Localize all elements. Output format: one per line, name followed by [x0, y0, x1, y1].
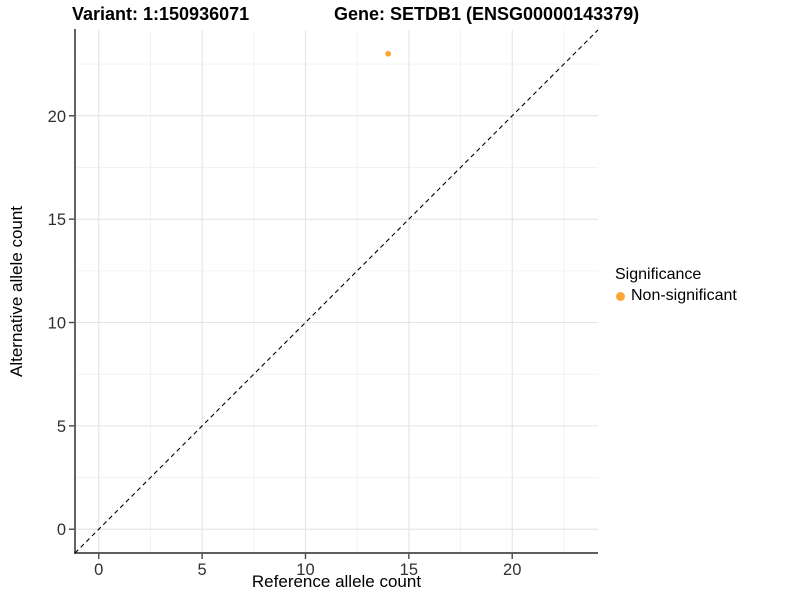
- legend-item: Non-significant: [613, 287, 737, 305]
- y-tick-label: 0: [57, 521, 66, 539]
- y-tick-label: 15: [48, 211, 66, 229]
- x-tick-label: 0: [94, 561, 103, 579]
- x-tick-label: 20: [503, 561, 521, 579]
- identity-line: [74, 29, 599, 554]
- x-tick-label: 10: [296, 561, 314, 579]
- legend-title: Significance: [615, 266, 702, 283]
- y-tick-label: 5: [57, 418, 66, 436]
- x-axis-title: Reference allele count: [252, 572, 421, 591]
- data-point: [385, 50, 392, 57]
- x-tick-label: 5: [198, 561, 207, 579]
- legend: Significance Non-significant: [613, 266, 737, 305]
- plot-title-variant: Variant: 1:150936071: [72, 4, 250, 24]
- legend-dot-icon: [616, 291, 625, 301]
- x-tick-label: 15: [400, 561, 418, 579]
- y-axis-title: Alternative allele count: [7, 206, 26, 377]
- plot-title-gene: Gene: SETDB1 (ENSG00000143379): [334, 4, 640, 24]
- legend-item-label: Non-significant: [631, 287, 737, 304]
- y-tick-label: 20: [48, 108, 66, 126]
- y-tick-label: 10: [48, 315, 66, 333]
